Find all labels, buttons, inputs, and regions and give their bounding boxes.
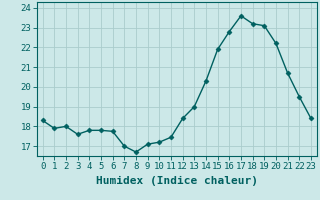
X-axis label: Humidex (Indice chaleur): Humidex (Indice chaleur) [96,176,258,186]
